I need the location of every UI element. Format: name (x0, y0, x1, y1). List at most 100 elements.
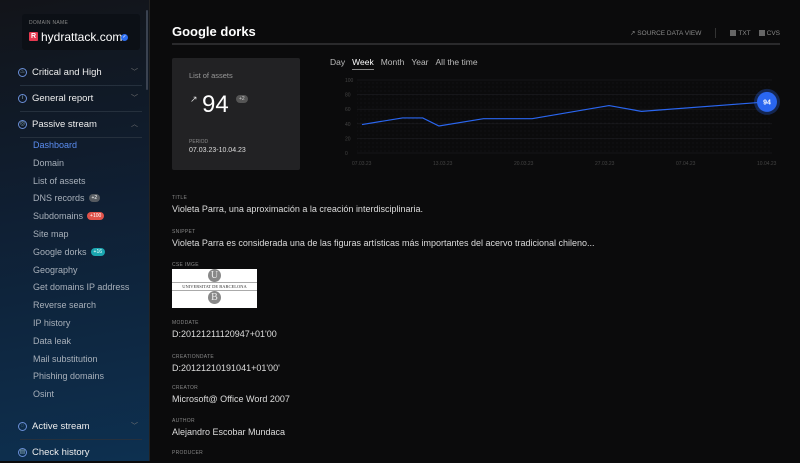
field-key: CSE IMGE (172, 262, 199, 268)
sidebar-section-check-history[interactable]: ▤ Check history (18, 441, 142, 463)
y-tick-label: 60 (345, 107, 351, 113)
sidebar-item-get-domains-ip-address[interactable]: Get domains IP address (33, 282, 129, 292)
card-label: List of assets (189, 71, 233, 80)
sidebar-item-label: Geography (33, 265, 78, 275)
period-label: PERIOD (189, 139, 208, 145)
chevron-up-icon: ︿ (131, 119, 138, 129)
history-icon: ▤ (18, 448, 27, 457)
tab-all-the-time[interactable]: All the time (436, 57, 478, 70)
sidebar-item-mail-substitution[interactable]: Mail substitution (33, 354, 98, 364)
domain-name: hydrattack.com (41, 30, 122, 44)
y-tick-label: 0 (345, 151, 348, 157)
sidebar-item-subdomains[interactable]: Subdomains +100 (33, 211, 104, 221)
logo-letter: B (208, 291, 221, 304)
sidebar-item-ip-history[interactable]: IP history (33, 318, 70, 328)
field-key: PRODUCER (172, 450, 203, 456)
sidebar-item-list-of-assets[interactable]: List of assets (33, 176, 86, 186)
check-badge-icon: ✓ (121, 34, 128, 41)
sidebar-item-reverse-search[interactable]: Reverse search (33, 300, 96, 310)
sidebar-item-dns-records[interactable]: DNS records+2 (33, 193, 100, 203)
count-badge: +100 (87, 212, 104, 220)
section-label: Passive stream (32, 119, 97, 130)
field-producer: PRODUCER (172, 450, 203, 456)
chart-grid-dots (357, 80, 772, 153)
tab-week[interactable]: Week (352, 57, 374, 70)
sidebar-item-label: Subdomains (33, 211, 83, 221)
sidebar-section-passive-stream[interactable]: ◎Passive stream︿ (18, 113, 142, 135)
sidebar-item-domain[interactable]: Domain (33, 158, 64, 168)
section-label: General report (32, 93, 93, 104)
sidebar-item-label: Mail substitution (33, 354, 98, 364)
file-icon (730, 30, 736, 36)
logo-letter: U (208, 269, 221, 282)
section-label: Critical and High (32, 67, 102, 78)
sidebar-item-label: Phishing domains (33, 371, 104, 381)
x-tick-label: 07.03.23 (352, 161, 372, 167)
tab-month[interactable]: Month (381, 57, 405, 70)
domain-box[interactable]: DOMAIN NAME R hydrattack.com ✓ (22, 14, 140, 50)
sidebar-scrollbar[interactable] (146, 10, 148, 90)
sidebar-section-critical-and-high[interactable]: ♨Critical and High﹀ (18, 61, 142, 83)
chevron-down-icon: ﹀ (131, 93, 138, 103)
sidebar: DOMAIN NAME R hydrattack.com ✓ ♨ Critical… (0, 0, 150, 461)
card-delta-badge: +2 (236, 95, 248, 103)
sidebar-item-label: Get domains IP address (33, 282, 129, 292)
field-snippet: SNIPPET Violeta Parra es considerada una … (172, 229, 595, 248)
sidebar-item-label: Domain (33, 158, 64, 168)
divider (20, 439, 142, 440)
sidebar-item-data-leak[interactable]: Data leak (33, 336, 71, 346)
sidebar-item-label: Dashboard (33, 140, 77, 150)
sidebar-item-phishing-domains[interactable]: Phishing domains (33, 371, 104, 381)
sidebar-section-general-report[interactable]: ı General report ﹀ (18, 87, 142, 109)
tab-year[interactable]: Year (411, 57, 428, 70)
section-label: Check history (32, 447, 90, 458)
sidebar-item-site-map[interactable]: Site map (33, 229, 69, 239)
y-tick-label: 80 (345, 93, 351, 99)
bar-chart-icon: ı (18, 94, 27, 103)
sidebar-section-active-stream[interactable]: ◌Active stream﹀ (18, 415, 142, 437)
tab-day[interactable]: Day (330, 57, 345, 70)
divider (20, 137, 142, 138)
count-badge: +16 (91, 248, 105, 256)
y-tick-label: 20 (345, 136, 351, 142)
flame-icon: ♨ (18, 68, 27, 77)
domain-logo: R (29, 32, 38, 41)
source-data-view-button[interactable]: ↗ SOURCE DATA VIEW (630, 29, 701, 37)
sidebar-item-dashboard[interactable]: Dashboard (33, 140, 77, 150)
field-title: TITLE Violeta Parra, una aproximación a l… (172, 195, 423, 214)
sidebar-item-label: Data leak (33, 336, 71, 346)
field-key: TITLE (172, 195, 423, 201)
period-value: 07.03.23-10.04.23 (189, 147, 246, 154)
field-value: Microsoft@ Office Word 2007 (172, 394, 290, 404)
cvs-label: CVS (767, 30, 780, 37)
field-value: D:20121211120947+01'00 (172, 329, 277, 339)
y-tick-label: 40 (345, 122, 351, 128)
card-value: 94 (202, 91, 229, 119)
sidebar-item-geography[interactable]: Geography (33, 265, 78, 275)
sidebar-item-label: Osint (33, 389, 54, 399)
export-txt-button[interactable]: TXT (730, 30, 750, 37)
sidebar-item-google-dorks[interactable]: Google dorks+16 (33, 247, 105, 257)
arrow-up-right-icon: ↗ (190, 94, 198, 105)
x-tick-label: 10.04.23 (757, 161, 777, 167)
field-value: Violeta Parra es considerada una de las … (172, 238, 595, 248)
export-cvs-button[interactable]: CVS (759, 30, 780, 37)
field-value: Alejandro Escobar Mundaca (172, 427, 285, 437)
chevron-down-icon: ﹀ (131, 421, 138, 431)
field-value: Violeta Parra, una aproximación a la cre… (172, 204, 423, 214)
sidebar-item-label: Reverse search (33, 300, 96, 310)
sidebar-item-label: List of assets (33, 176, 86, 186)
section-label: Active stream (32, 421, 90, 432)
page-title: Google dorks (172, 24, 256, 39)
field-key: SNIPPET (172, 229, 595, 235)
field-cse-imge: CSE IMGE (172, 262, 199, 268)
divider (20, 85, 142, 86)
sidebar-item-osint[interactable]: Osint (33, 389, 54, 399)
y-tick-label: 100 (345, 78, 354, 84)
divider (20, 111, 142, 112)
